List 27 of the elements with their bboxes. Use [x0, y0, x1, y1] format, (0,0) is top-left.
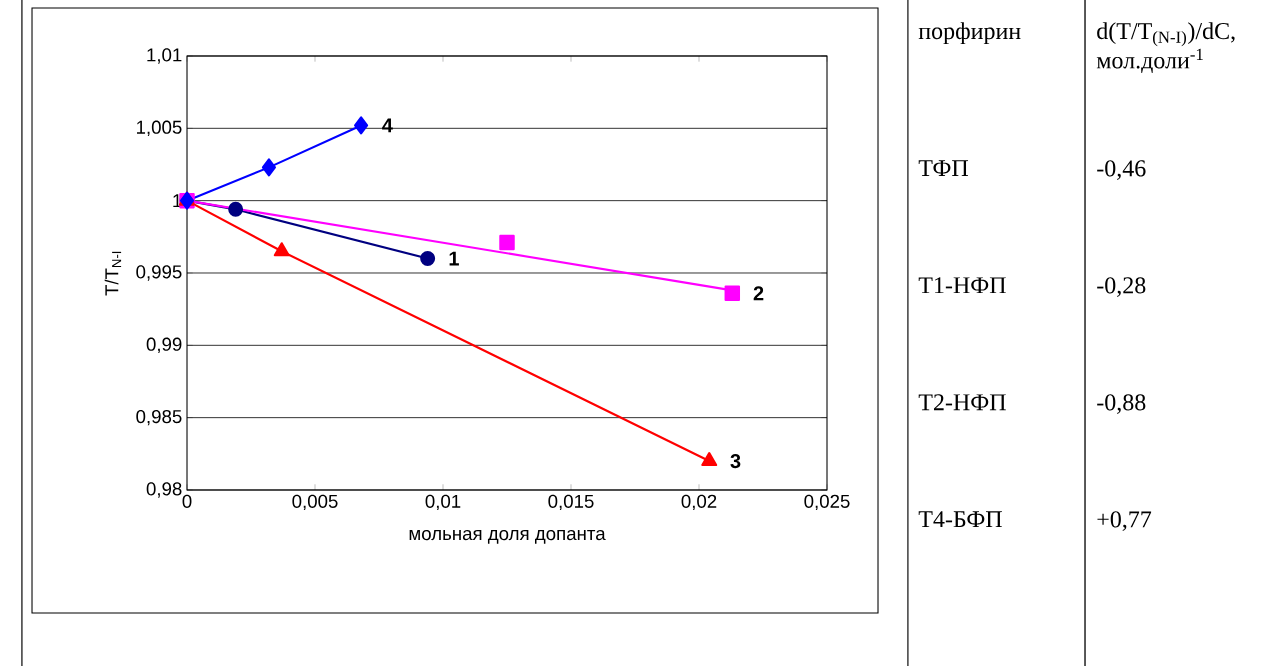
y-tick-label: 0,98	[146, 482, 182, 498]
x-tick-label: 0,025	[804, 494, 850, 511]
text: Т2-НФП	[918, 394, 1006, 411]
x-tick-label: 0,015	[548, 494, 594, 511]
x-tick-label: 0,02	[681, 494, 717, 511]
text: +0,77	[1097, 511, 1152, 531]
series-label: 2	[753, 286, 764, 301]
text: -0,46	[1097, 160, 1146, 180]
y-tick-label: 1,005	[137, 120, 182, 137]
x-tick-label: 0	[182, 494, 192, 508]
y-tick-label: 0,99	[146, 337, 182, 354]
series-label: 1	[449, 251, 459, 266]
y-axis-title: T/T$_{N-I}$	[104, 251, 122, 296]
x-tick-label: 0,005	[292, 494, 338, 511]
text: порфирин	[918, 22, 1021, 45]
text: Т4-БФП	[918, 511, 1002, 528]
text: -0,28	[1097, 277, 1146, 297]
y-tick-label: 0,995	[136, 265, 182, 281]
x-tick-label: 0,01	[425, 494, 461, 511]
x-axis-title: мольная доля допанта	[409, 529, 606, 544]
y-tick-label: 1,01	[147, 48, 182, 64]
text: d(T/T$_{(N-I)}$)/dC, мол.доли$^{-1}$	[1096, 22, 1235, 73]
y-tick-label: 0,985	[136, 409, 182, 426]
series-label: 3	[730, 453, 741, 469]
text: Т1-НФП	[918, 277, 1006, 294]
text: ТФП	[918, 160, 969, 176]
text: -0,88	[1097, 394, 1146, 414]
